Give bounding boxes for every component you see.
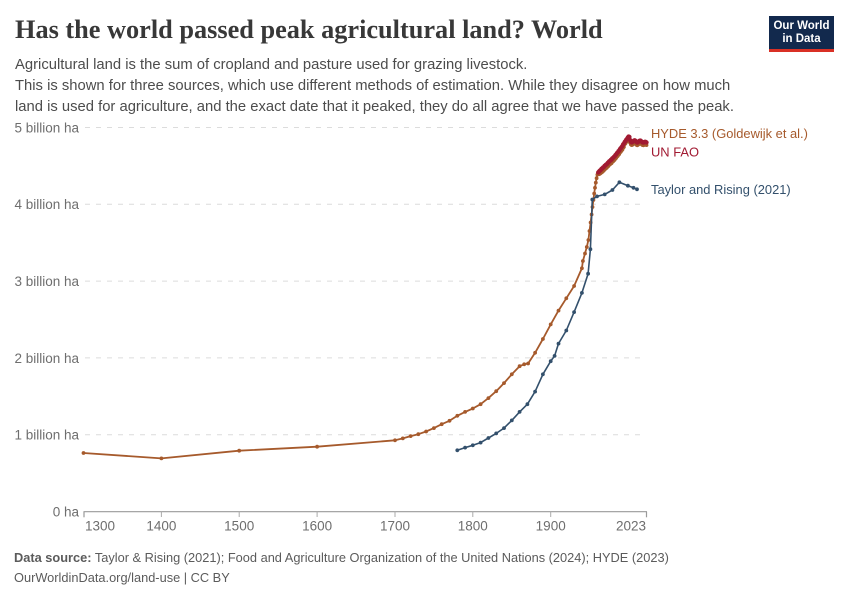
svg-text:4 billion ha: 4 billion ha <box>14 197 79 212</box>
svg-text:1500: 1500 <box>224 519 254 534</box>
svg-text:1900: 1900 <box>536 519 566 534</box>
svg-text:1300: 1300 <box>85 519 115 534</box>
svg-text:1 billion ha: 1 billion ha <box>14 428 79 443</box>
svg-text:2 billion ha: 2 billion ha <box>14 351 79 366</box>
svg-text:1400: 1400 <box>146 519 176 534</box>
svg-text:1800: 1800 <box>458 519 488 534</box>
svg-text:3 billion ha: 3 billion ha <box>14 274 79 289</box>
svg-text:Taylor and Rising (2021): Taylor and Rising (2021) <box>651 182 791 197</box>
svg-text:0 ha: 0 ha <box>53 504 80 519</box>
svg-text:1600: 1600 <box>302 519 332 534</box>
svg-text:1700: 1700 <box>380 519 410 534</box>
svg-text:HYDE 3.3 (Goldewijk et al.): HYDE 3.3 (Goldewijk et al.) <box>651 126 808 141</box>
svg-text:UN FAO: UN FAO <box>651 144 699 159</box>
svg-text:5 billion ha: 5 billion ha <box>14 120 79 135</box>
svg-text:2023: 2023 <box>616 519 646 534</box>
